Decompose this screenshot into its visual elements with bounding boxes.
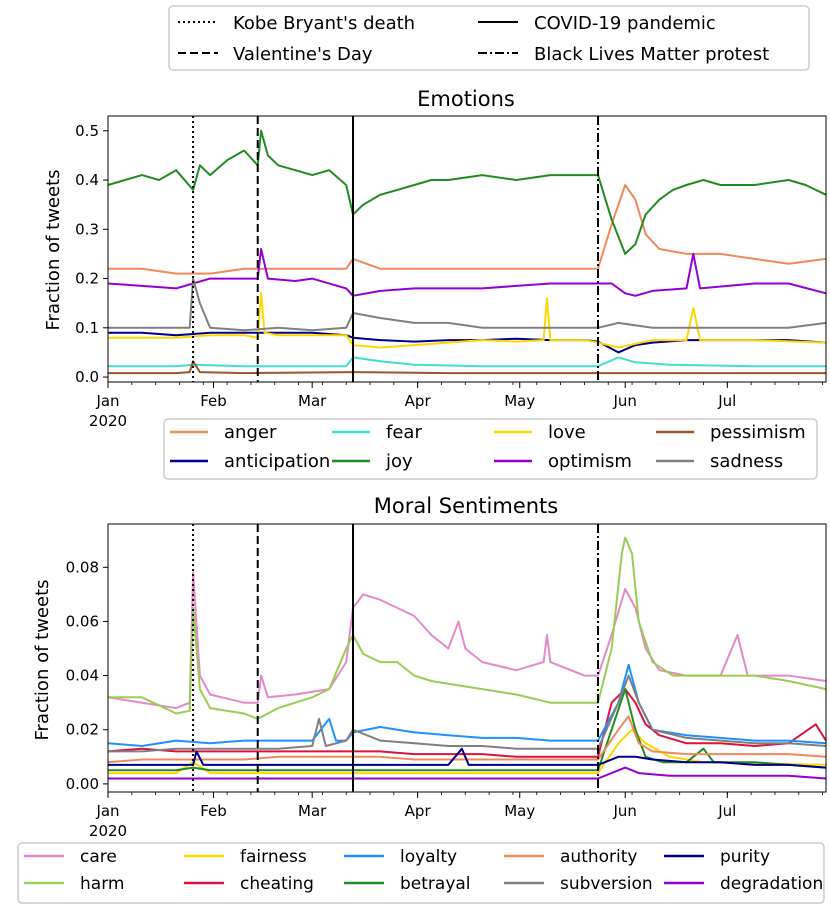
emotions-legend-label-sadness: sadness [710, 451, 783, 472]
emotions-x-ticks: Jan 2020 Feb Mar Apr May Jun Jul [89, 382, 823, 430]
emotions-event-lines [192, 116, 600, 382]
emotions-series-fear [108, 356, 826, 368]
emotions-xtick-label: Jun [613, 392, 637, 410]
moral-legend-label-purity: purity [720, 847, 770, 867]
legend-label-valentine: Valentine's Day [233, 44, 373, 65]
emotions-series-optimism [107, 248, 827, 297]
moral-legend-label-betrayal: betrayal [400, 874, 471, 894]
emotions-legend-label-fear: fear [386, 422, 422, 443]
moral-legend: care harm fairness cheating loyalty betrayal a… [17, 842, 825, 904]
emotions-legend-label-anger: anger [224, 422, 277, 443]
moral-xtick-label: Jul [717, 802, 736, 820]
emotions-ytick-label: 0.2 [75, 270, 99, 288]
emotions-legend-box [163, 418, 818, 480]
moral-legend-label-care: care [80, 847, 117, 867]
emotions-legend: anger anticipation fear joy love optimism pess… [163, 418, 818, 480]
moral-series-degradation [108, 766, 827, 780]
moral-series-cheating [107, 688, 827, 758]
moral-event-lines [192, 524, 600, 792]
emotions-legend-label-love: love [548, 422, 586, 443]
moral-xtick-label: Jan [95, 802, 119, 820]
moral-x-ticks: Jan 2020 Feb Mar Apr May Jun Jul [89, 792, 823, 840]
emotions-xtick-label: Jul [717, 392, 736, 410]
emotions-ytick-label: 0.4 [75, 171, 99, 189]
emotions-series-anger [108, 184, 827, 275]
moral-ytick-label: 0.02 [66, 721, 99, 739]
moral-legend-label-fairness: fairness [240, 847, 307, 867]
moral-series-purity [108, 747, 827, 769]
emotions-legend-label-optimism: optimism [548, 451, 632, 472]
emotions-ytick-label: 0.3 [75, 220, 99, 238]
moral-sentiments-chart: Moral Sentiments Fraction of tweets 0.00… [17, 494, 827, 904]
emotions-legend-label-joy: joy [385, 451, 413, 472]
moral-series-loyalty [107, 663, 827, 747]
moral-ytick-label: 0.06 [66, 612, 99, 630]
emotions-xtick-sublabel: 2020 [89, 412, 127, 430]
emotions-series-love [108, 292, 827, 349]
emotions-ytick-label: 0.1 [75, 319, 99, 337]
moral-series [107, 536, 827, 780]
emotions-legend-label-anticipation: anticipation [224, 451, 330, 472]
emotions-ylabel: Fraction of tweets [43, 169, 64, 330]
emotions-plot-frame [107, 115, 827, 383]
moral-ytick-label: 0.08 [66, 558, 99, 576]
emotions-series-pessimism [108, 360, 826, 375]
moral-legend-label-cheating: cheating [240, 874, 314, 894]
events-legend-box [168, 5, 810, 71]
moral-series-authority [107, 715, 827, 764]
emotions-ytick-label: 0.5 [75, 122, 99, 140]
moral-series-subversion [108, 674, 827, 753]
moral-legend-label-degradation: degradation [720, 874, 823, 894]
emotions-series-sadness [108, 277, 827, 332]
emotions-legend-label-pessimism: pessimism [710, 422, 806, 443]
moral-plot-frame [107, 523, 827, 793]
emotions-series-joy [107, 129, 827, 255]
moral-xtick-label: Apr [405, 802, 432, 820]
moral-xtick-label: May [504, 802, 535, 820]
moral-xtick-sublabel: 2020 [89, 822, 127, 840]
legend-label-blm: Black Lives Matter protest [534, 44, 769, 65]
emotions-y-ticks: 0.0 0.1 0.2 0.3 0.4 0.5 [75, 122, 108, 386]
emotions-chart: Emotions Fraction of tweets 0.0 0.1 0.2 0.3… [43, 87, 827, 480]
events-legend: Kobe Bryant's death COVID-19 pandemic Va… [168, 5, 810, 71]
emotions-title: Emotions [417, 87, 515, 111]
moral-title: Moral Sentiments [374, 494, 558, 518]
moral-xtick-label: Jun [613, 802, 637, 820]
emotions-legend-items: anger anticipation fear joy love optimism pess… [170, 422, 806, 472]
moral-ylabel: Fraction of tweets [32, 579, 53, 740]
moral-legend-label-loyalty: loyalty [400, 847, 457, 867]
moral-legend-box [17, 842, 825, 904]
moral-xtick-label: Mar [298, 802, 327, 820]
emotions-xtick-label: May [504, 392, 535, 410]
moral-legend-label-subversion: subversion [560, 874, 653, 894]
legend-label-covid: COVID-19 pandemic [534, 13, 716, 34]
legend-label-kobe: Kobe Bryant's death [233, 13, 415, 34]
moral-xtick-label: Feb [200, 802, 227, 820]
moral-y-ticks: 0.00 0.02 0.04 0.06 0.08 [66, 558, 108, 793]
emotions-series [107, 129, 827, 375]
emotions-xtick-label: Mar [298, 392, 327, 410]
moral-legend-label-authority: authority [560, 847, 637, 867]
emotions-ytick-label: 0.0 [75, 368, 99, 386]
moral-series-care [107, 571, 827, 710]
emotions-xtick-label: Feb [200, 392, 227, 410]
moral-legend-items: care harm fairness cheating loyalty betrayal a… [24, 847, 823, 894]
moral-legend-label-harm: harm [80, 874, 124, 894]
emotions-xtick-label: Apr [405, 392, 432, 410]
moral-series-harm [108, 536, 827, 720]
moral-series-betrayal [108, 688, 827, 772]
moral-ytick-label: 0.04 [66, 667, 99, 685]
emotions-xtick-label: Jan [95, 392, 119, 410]
moral-ytick-label: 0.00 [66, 775, 99, 793]
